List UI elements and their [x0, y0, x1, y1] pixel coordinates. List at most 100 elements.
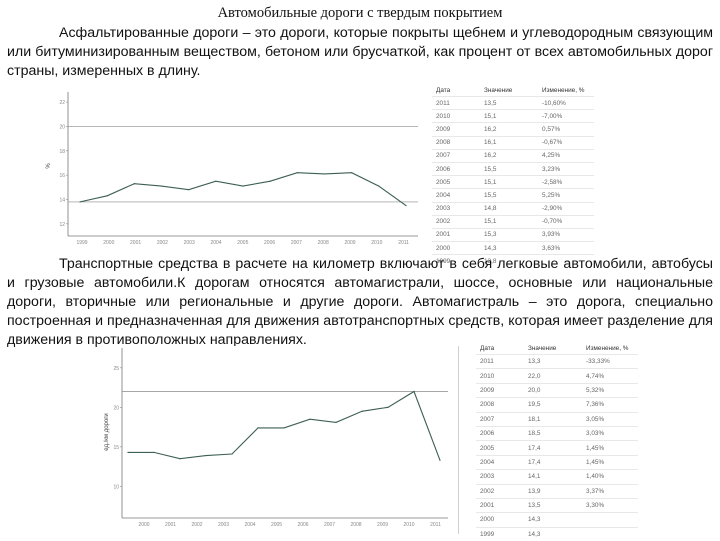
data-point	[335, 421, 337, 423]
table-row: 2000 14,3 3,63%	[432, 241, 594, 255]
table-cell: 14,3	[524, 512, 582, 528]
column-header: Изменение, %	[586, 345, 629, 352]
table-cell: -2,90%	[538, 201, 594, 216]
table-row: 2006 18,5 3,03%	[476, 425, 638, 441]
y-tick-label: 15	[113, 445, 119, 451]
x-tick-label: 2004	[210, 240, 221, 246]
table-row: 2006 15,5 3,23%	[432, 161, 594, 176]
table-cell: 5,25%	[538, 188, 594, 202]
table-cell: 18,1	[524, 411, 582, 427]
table-row: 2011 13,3 -33,33%	[476, 353, 638, 369]
x-tick-label: 2007	[291, 240, 302, 246]
table-cell: 22,0	[524, 368, 582, 384]
table-row: 1999 13,8	[432, 254, 594, 268]
table-row: 2007 18,1 3,05%	[476, 411, 638, 427]
table-cell: 1999	[432, 254, 480, 268]
table-cell: 2000	[432, 241, 480, 255]
table-cell: 13,8	[480, 254, 538, 268]
x-tick-label: 2005	[271, 522, 282, 528]
table-cell: 2001	[476, 497, 524, 513]
data-point	[106, 195, 108, 197]
table-cell: -0,67%	[538, 135, 594, 150]
x-tick-label: 1999	[76, 240, 87, 246]
table-row: 2001 13,5 3,30%	[476, 497, 638, 513]
table-cell: 2005	[476, 440, 524, 456]
table-cell: 3,30%	[582, 497, 638, 513]
y-axis-label: %	[46, 163, 52, 169]
chart-vehicles-per-km-svg: 25 20 15 10 2000 2001 2002 2003 2004 2005 2006 2007…	[104, 348, 448, 528]
y-tick-label: 16	[59, 173, 65, 179]
y-tick-label: 12	[59, 222, 65, 228]
data-point	[309, 418, 311, 420]
data-point	[378, 185, 380, 187]
x-tick-label: 2010	[371, 240, 382, 246]
table-cell: 2002	[476, 483, 524, 499]
table-cell: 1,45%	[582, 440, 638, 456]
table-row: 2010 22,0 4,74%	[476, 368, 638, 384]
table-cell: 2009	[432, 122, 480, 137]
table-cell: 4,74%	[582, 368, 638, 384]
table-cell: 19,5	[524, 397, 582, 413]
table-cell: 4,25%	[538, 148, 594, 163]
x-tick-label: 2003	[184, 240, 195, 246]
table-cell: 14,1	[524, 469, 582, 485]
x-tick-label: 2006	[264, 240, 275, 246]
table-row: 1999 14,3	[476, 526, 638, 541]
table-cell: 3,37%	[582, 483, 638, 499]
table-row: 2003 14,1 1,40%	[476, 469, 638, 485]
table-row: 2008 16,1 -0,67%	[432, 135, 594, 150]
x-tick-label: 2003	[218, 522, 229, 528]
table-cell: 2001	[432, 227, 480, 242]
table-cell: 13,3	[524, 353, 582, 369]
x-tick-label: 2008	[318, 240, 329, 246]
y-tick-label: 25	[113, 366, 119, 372]
y-tick-label: 10	[113, 484, 119, 490]
table-cell: 3,93%	[538, 227, 594, 242]
data-point	[179, 458, 181, 460]
data-point	[405, 204, 407, 207]
table-cell: 15,5	[480, 161, 538, 176]
table-vehicles-per-km: Дата Значение Изменение, % 2011 13,3 -33,33% 2…	[476, 344, 638, 541]
table-row: 2004 15,5 5,25%	[432, 188, 594, 202]
table-cell: 2006	[432, 161, 480, 176]
data-point	[283, 427, 285, 429]
x-tick-label: 2011	[398, 240, 409, 246]
data-point	[257, 427, 259, 429]
y-tick-label: 18	[59, 149, 65, 155]
x-tick-label: 2002	[191, 522, 202, 528]
y-tick-label: 20	[59, 124, 65, 130]
chart-paved-roads-svg: 22 20 18 16 14 12 1999 2000 2001 2002 2003 2004 2005…	[46, 92, 418, 246]
table-cell: 2009	[476, 382, 524, 398]
x-tick-label: 2009	[377, 522, 388, 528]
chart-vehicles-per-km: 25 20 15 10 2000 2001 2002 2003 2004 2005 2006 2007…	[100, 346, 452, 534]
table-cell: 2002	[432, 214, 480, 229]
data-point	[215, 180, 217, 182]
divider-line	[458, 346, 459, 534]
x-tick-label: 2001	[130, 240, 141, 246]
data-point	[269, 180, 271, 182]
table-paved-roads: Дата Значение Изменение, % 2011 13,5 -10,60% 2…	[432, 86, 594, 268]
x-tick-label: 2004	[244, 522, 255, 528]
column-header: Значение	[484, 87, 513, 94]
table-cell: -10,60%	[538, 95, 594, 110]
table-cell: 2011	[432, 95, 480, 110]
table-cell	[582, 526, 638, 541]
table-cell: 16,1	[480, 135, 538, 150]
x-tick-label: 2008	[350, 522, 361, 528]
table-cell: 15,1	[480, 214, 538, 229]
data-point	[133, 183, 135, 185]
table-cell: 15,1	[480, 109, 538, 123]
table-cell: 3,03%	[582, 425, 638, 441]
x-tick-label: 2011	[430, 522, 441, 528]
table-cell: 3,05%	[582, 411, 638, 427]
data-point	[160, 185, 163, 187]
data-point	[79, 201, 81, 203]
y-tick-label: 22	[59, 100, 65, 106]
table-cell: 0,57%	[538, 122, 594, 137]
table-row: 2004 17,4 1,45%	[476, 454, 638, 470]
table-row: 2003 14,8 -2,90%	[432, 201, 594, 216]
table-cell: 17,4	[524, 440, 582, 456]
table-cell: 2007	[432, 148, 480, 163]
table-cell: 2003	[476, 469, 524, 485]
column-header: Дата	[436, 87, 451, 94]
